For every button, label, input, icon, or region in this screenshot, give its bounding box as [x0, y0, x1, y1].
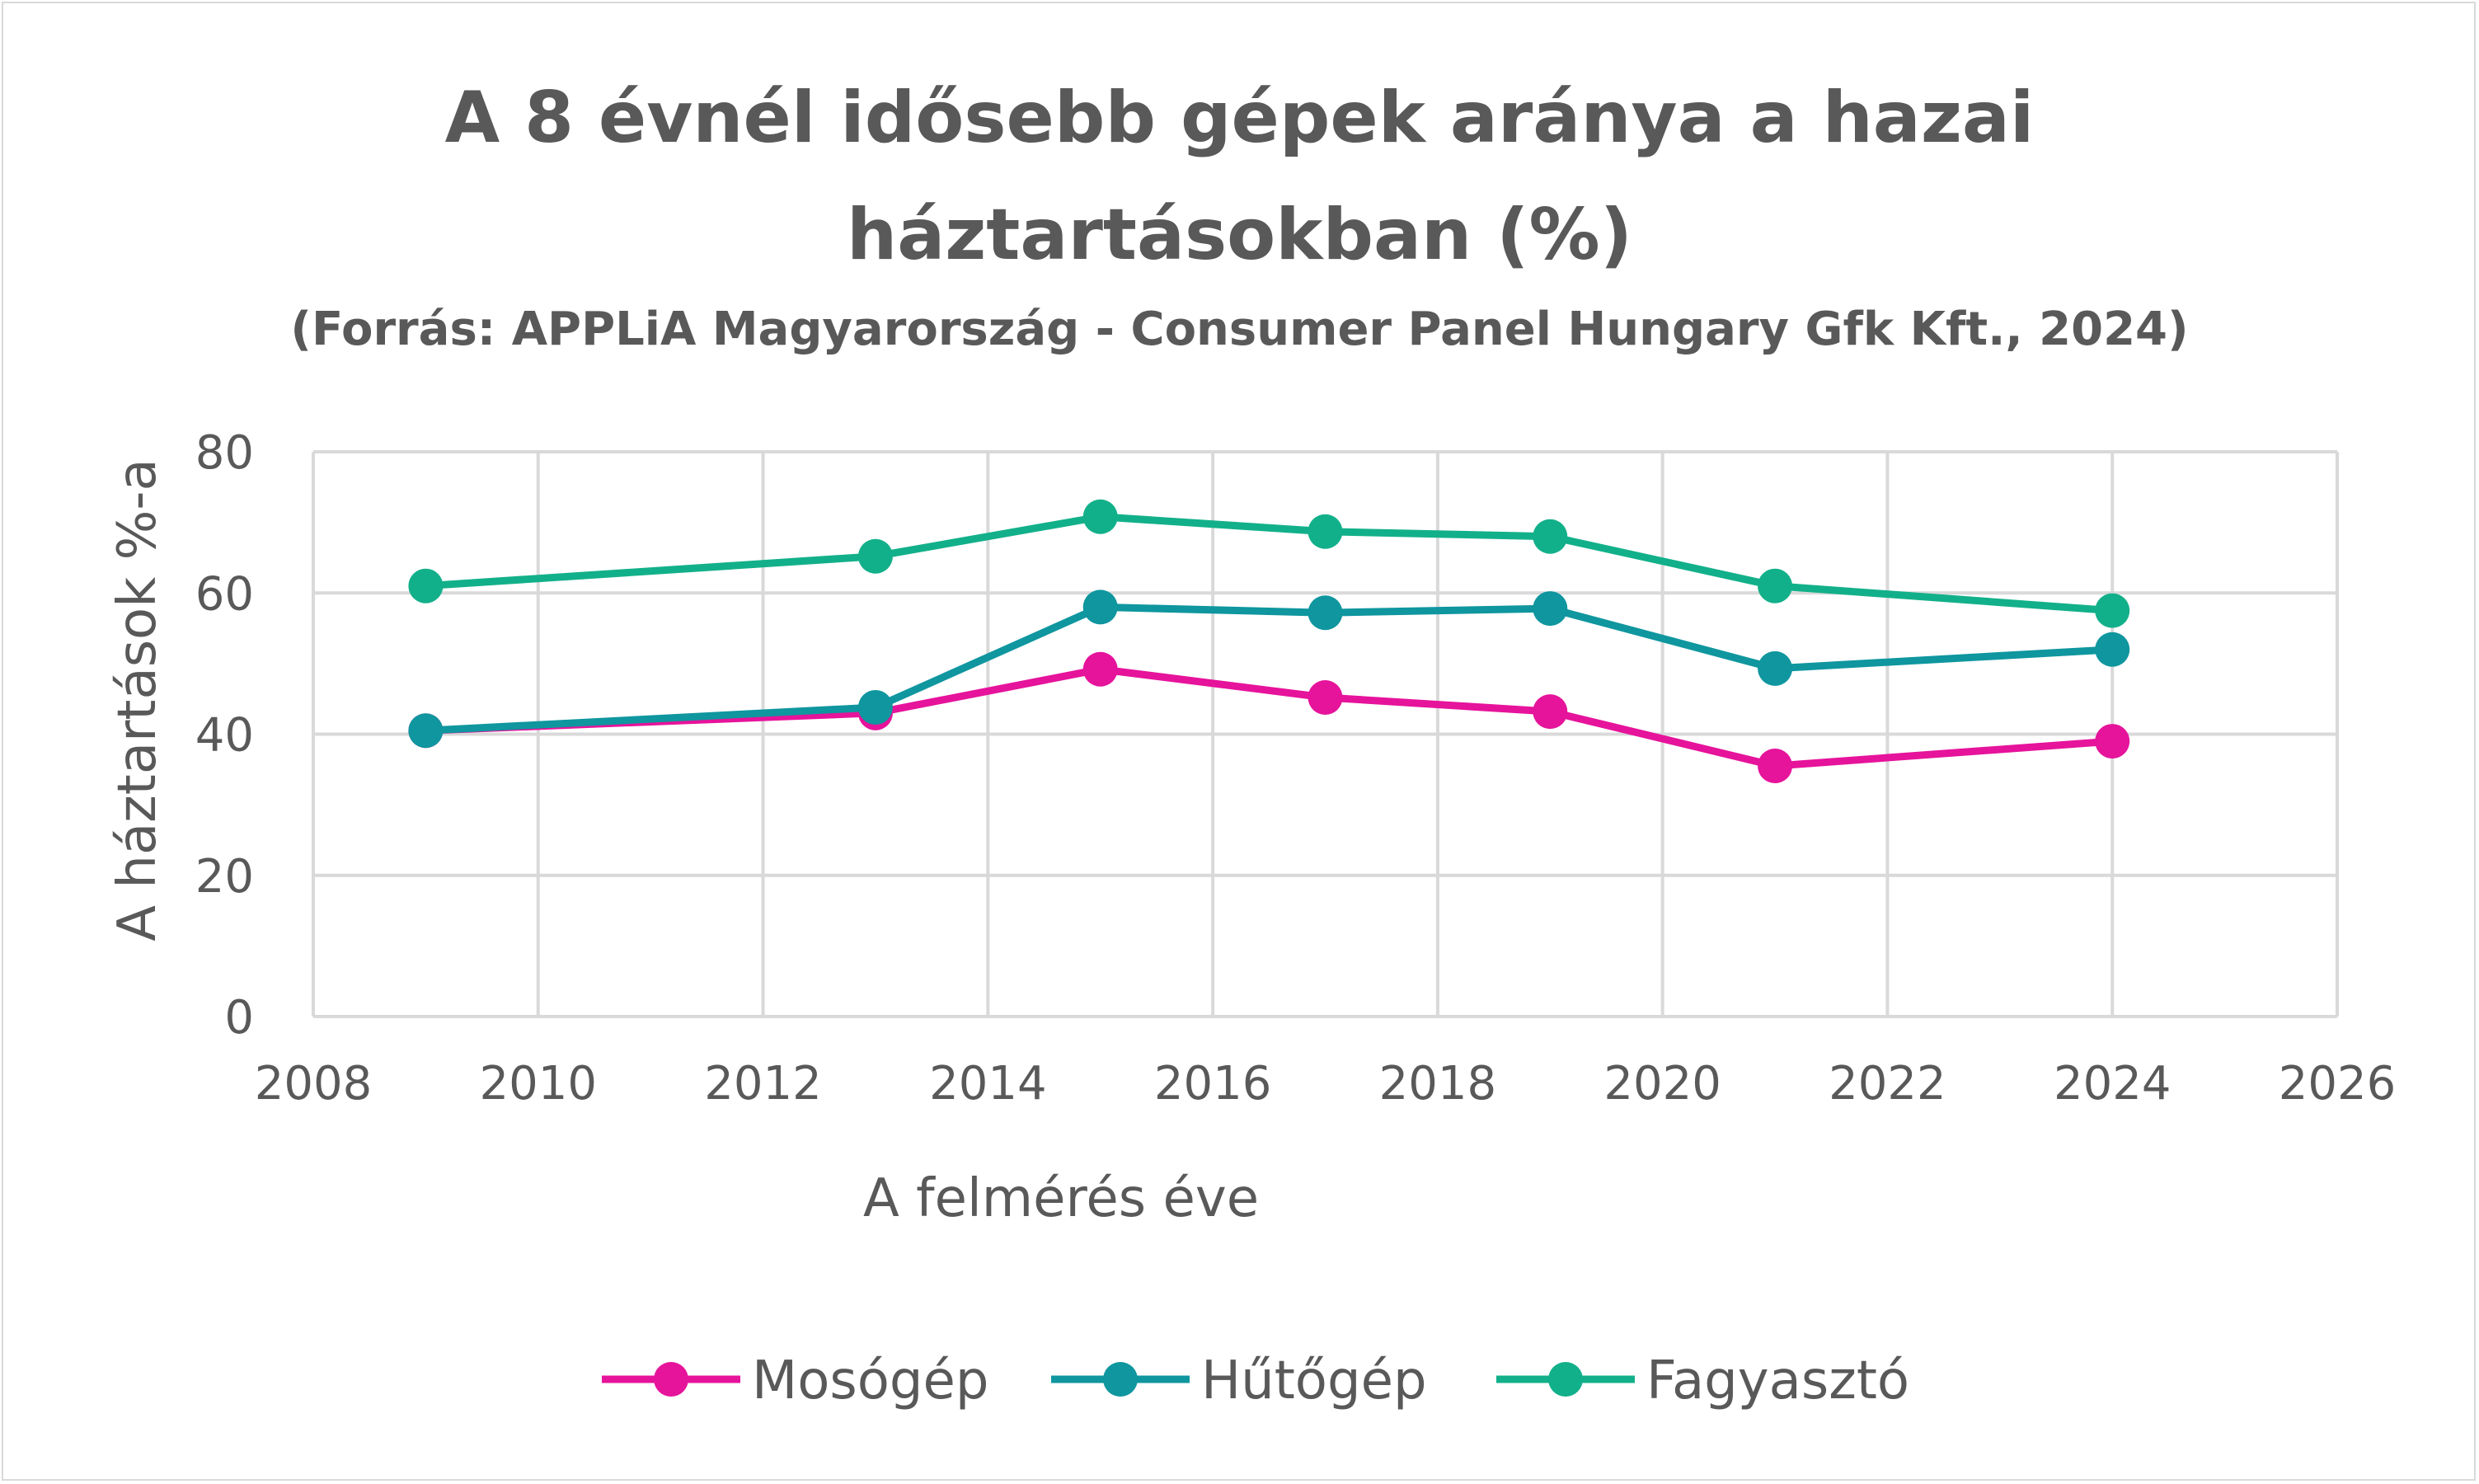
gridlines [312, 450, 2339, 1018]
series-3 [408, 499, 2130, 628]
data-point [408, 713, 444, 749]
data-point [1082, 589, 1118, 625]
x-tick-label: 2010 [480, 1057, 598, 1111]
x-axis-ticks: 2008 2010 2012 2014 2016 2018 2020 2022 2024 2026 [255, 1057, 2397, 1111]
x-tick-label: 2018 [1379, 1057, 1497, 1111]
x-tick-label: 2008 [255, 1057, 373, 1111]
chart-subtitle: (Forrás: APPLiA Magyarország - Consumer … [290, 303, 2189, 356]
data-point [1308, 595, 1343, 631]
data-point [1533, 519, 1568, 554]
y-tick-label: 20 [195, 850, 254, 904]
data-point [1082, 499, 1118, 534]
y-axis-ticks: 0 20 40 60 80 [195, 426, 254, 1045]
legend-item: Fagyasztó [1496, 1350, 1909, 1411]
data-point [1758, 749, 1793, 784]
data-point [2095, 724, 2130, 759]
x-tick-label: 2024 [2054, 1057, 2171, 1111]
legend-marker [1103, 1362, 1138, 1397]
data-point [1308, 679, 1343, 715]
legend-item: Mosógép [602, 1350, 989, 1411]
data-point [408, 568, 444, 603]
legend-marker [654, 1362, 688, 1397]
y-tick-label: 60 [195, 567, 254, 621]
legend: Mosógép Hűtőgép Fagyasztó [602, 1350, 1909, 1411]
x-tick-label: 2016 [1154, 1057, 1272, 1111]
series-2 [408, 589, 2130, 749]
x-tick-label: 2014 [929, 1057, 1047, 1111]
data-point [857, 538, 893, 574]
data-point [1082, 651, 1118, 687]
x-axis-label: A felmérés éve [863, 1168, 1259, 1229]
data-point [1533, 694, 1568, 730]
series-line [421, 603, 2116, 735]
y-axis-label: A háztartások %-a [107, 458, 168, 941]
data-point [2095, 593, 2130, 628]
chart-title-line-2: háztartásokban (%) [846, 194, 1632, 276]
legend-label: Hűtőgép [1201, 1350, 1427, 1411]
legend-item: Hűtőgép [1051, 1350, 1427, 1411]
y-tick-label: 80 [195, 426, 254, 480]
data-point [2095, 632, 2130, 667]
series-line [421, 513, 2116, 615]
data-point [1758, 650, 1793, 686]
data-point [1758, 568, 1793, 603]
legend-marker [1548, 1362, 1583, 1397]
data-point [857, 689, 893, 725]
x-tick-label: 2012 [704, 1057, 822, 1111]
chart-title-line-1: A 8 évnél idősebb gépek aránya a hazai [444, 77, 2035, 159]
series-group [408, 499, 2130, 784]
x-tick-label: 2020 [1603, 1057, 1721, 1111]
y-tick-label: 40 [195, 709, 254, 763]
data-point [1533, 591, 1568, 627]
y-tick-label: 0 [224, 991, 254, 1045]
data-point [1308, 514, 1343, 549]
x-tick-label: 2026 [2279, 1057, 2397, 1111]
legend-label: Fagyasztó [1646, 1350, 1909, 1411]
x-tick-label: 2022 [1829, 1057, 1946, 1111]
legend-label: Mosógép [752, 1350, 989, 1411]
